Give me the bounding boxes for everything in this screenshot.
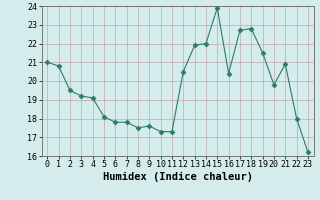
X-axis label: Humidex (Indice chaleur): Humidex (Indice chaleur) [103,172,252,182]
